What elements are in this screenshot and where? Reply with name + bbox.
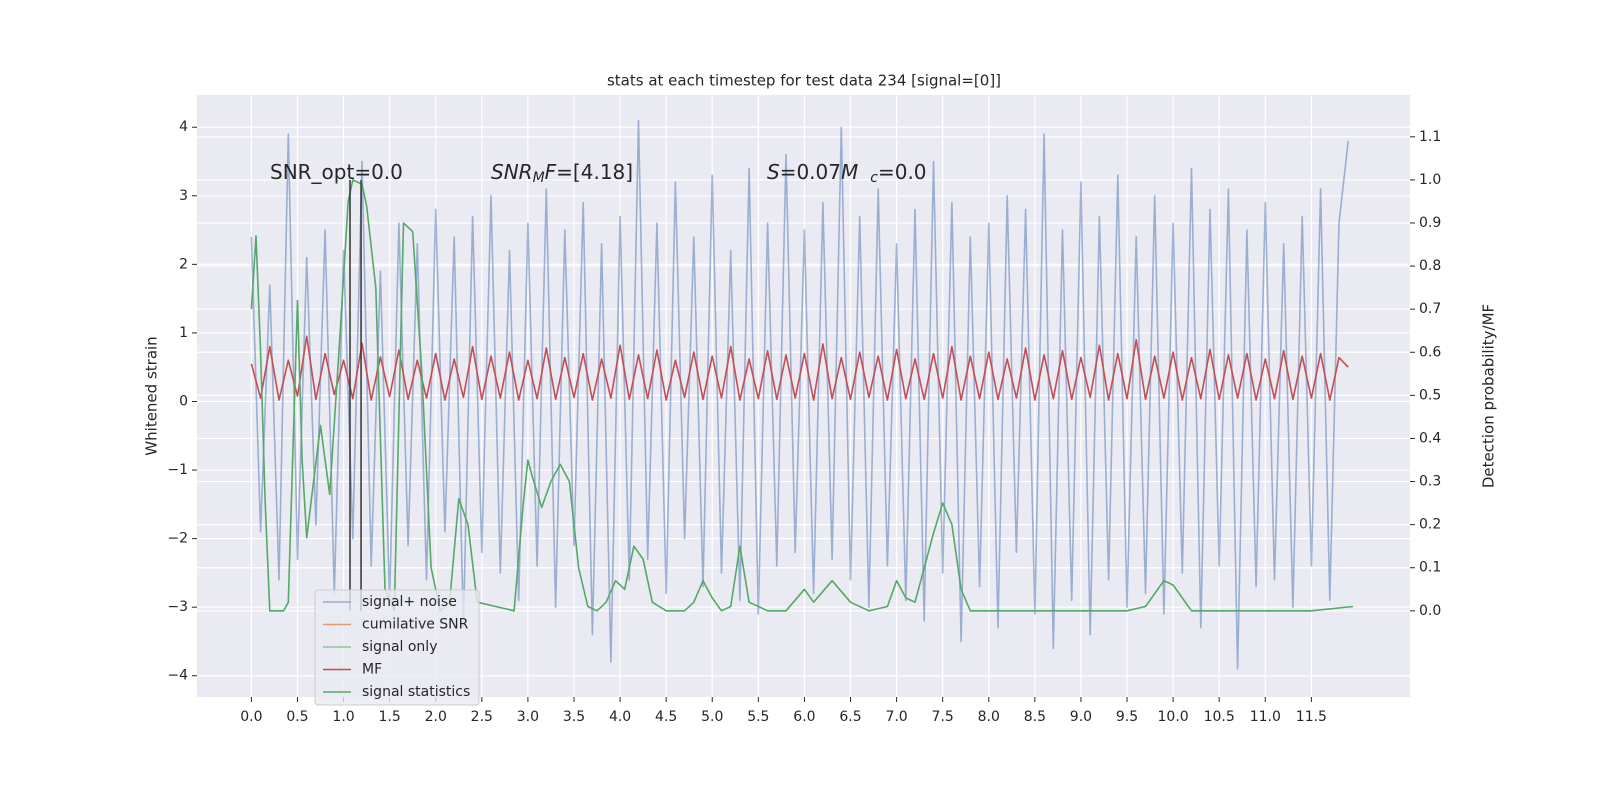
x-tick-label: 2.0 [425, 709, 447, 725]
x-tick-label: 6.5 [839, 709, 861, 725]
y-tick-label: −1 [167, 462, 188, 478]
x-tick-label: 2.5 [471, 709, 493, 725]
annotation-part: F [545, 160, 557, 184]
y-tick-label: −3 [167, 599, 188, 615]
y-tick-label: 1 [179, 325, 188, 341]
annotation: SNR_opt=0.0 [270, 160, 403, 184]
annotation-part: c [870, 170, 878, 186]
legend-label: cumilative SNR [362, 617, 469, 633]
y-tick-label: −4 [167, 668, 188, 684]
annotation-part: =0.07 [780, 160, 841, 184]
y2-tick-label: 0.8 [1419, 258, 1441, 274]
y2-tick-label: 0.9 [1419, 215, 1441, 231]
x-tick-label: 9.0 [1070, 709, 1092, 725]
annotation-part: =[4.18] [556, 160, 633, 184]
annotation-part: S [767, 160, 780, 184]
x-tick-label: 11.0 [1250, 709, 1281, 725]
annotation-part: M [841, 160, 858, 184]
x-tick-label: 8.5 [1024, 709, 1046, 725]
x-tick-label: 3.0 [517, 709, 539, 725]
y2-tick-label: 1.1 [1419, 129, 1441, 145]
legend-label: signal statistics [362, 684, 470, 700]
y2-tick-label: 0.1 [1419, 560, 1441, 576]
chart-title: stats at each timestep for test data 234… [607, 72, 1001, 90]
y-tick-label: 3 [179, 188, 188, 204]
y2-tick-label: 0.4 [1419, 430, 1441, 446]
y-tick-label: 2 [179, 256, 188, 272]
x-tick-label: 6.0 [793, 709, 815, 725]
y2-tick-label: 0.3 [1419, 474, 1441, 490]
annotation: SNRMF=[4.18] [491, 160, 633, 187]
x-tick-label: 5.5 [747, 709, 769, 725]
y2-tick-label: 0.5 [1419, 387, 1441, 403]
x-tick-label: 11.5 [1296, 709, 1327, 725]
annotation-part: =0.0 [878, 160, 927, 184]
x-tick-label: 1.5 [379, 709, 401, 725]
x-tick-label: 1.0 [332, 709, 354, 725]
x-tick-label: 0.5 [286, 709, 308, 725]
annotation-part: SNR_opt=0.0 [270, 160, 403, 184]
x-tick-label: 7.5 [932, 709, 954, 725]
x-tick-label: 9.5 [1116, 709, 1138, 725]
y-tick-label: 4 [179, 119, 188, 135]
y-tick-label: −2 [167, 531, 188, 547]
y2-tick-label: 0.7 [1419, 301, 1441, 317]
x-tick-label: 3.5 [563, 709, 585, 725]
y-tick-label: 0 [179, 393, 188, 409]
x-tick-label: 10.5 [1204, 709, 1235, 725]
x-tick-label: 10.0 [1158, 709, 1189, 725]
legend-label: signal only [362, 639, 437, 655]
legend: signal+ noise cumilative SNR signal only MF… [314, 589, 480, 706]
x-tick-label: 8.0 [978, 709, 1000, 725]
x-tick-label: 7.0 [885, 709, 907, 725]
x-tick-label: 4.5 [655, 709, 677, 725]
series-line [250, 119, 1349, 670]
y2-tick-label: 1.0 [1419, 172, 1441, 188]
series-line [250, 335, 1349, 401]
legend-label: MF [362, 662, 382, 678]
x-tick-label: 4.0 [609, 709, 631, 725]
annotation: S=0.07M c=0.0 [767, 160, 927, 187]
y2-tick-label: 0.0 [1419, 603, 1441, 619]
x-tick-label: 5.0 [701, 709, 723, 725]
y2-tick-label: 0.6 [1419, 344, 1441, 360]
annotation-part: M [533, 170, 545, 186]
legend-box [314, 589, 480, 706]
legend-label: signal+ noise [362, 594, 457, 610]
annotation-part: SNR [491, 160, 533, 184]
y2-axis-label: Detection probability/MF [1480, 304, 1498, 488]
x-tick-label: 0.0 [240, 709, 262, 725]
y2-tick-label: 0.2 [1419, 517, 1441, 533]
y-axis-label: Whitened strain [143, 336, 161, 455]
